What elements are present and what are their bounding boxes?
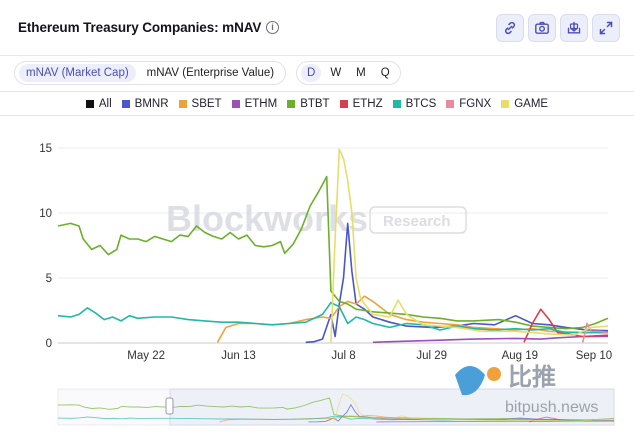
legend-label: ETHZ [352,97,383,110]
card-header: Ethereum Treasury Companies: mNAV i [0,0,634,56]
page-title: Ethereum Treasury Companies: mNAV [18,20,262,35]
legend-swatch [446,99,455,108]
bitpush-watermark: 比推 bitpush.news [455,363,598,416]
legend-item-all[interactable]: All [85,97,112,110]
series-line-game [330,148,609,343]
legend-item-btbt[interactable]: BTBT [287,97,330,110]
y-tick-label: 15 [39,143,52,155]
watermark-tag: Research [383,213,451,230]
camera-icon [535,21,549,34]
legend-item-game[interactable]: GAME [501,98,548,110]
legend-label: BTBT [300,97,330,110]
bitcoin-icon [487,367,501,381]
screenshot-button[interactable] [528,14,556,42]
series-line-bmnr [305,222,609,344]
link-button[interactable] [496,14,524,42]
y-tick-label: 5 [46,273,52,285]
period-toggle: D W M Q [296,61,401,85]
period-option-m[interactable]: M [356,67,366,79]
series-lines [57,148,609,344]
navigator-line-game [333,393,615,423]
legend-item-ethz[interactable]: ETHZ [339,97,383,110]
legend-label: FGNX [459,97,492,110]
legend-label: ETHM [244,97,278,110]
legend-swatch [178,99,187,108]
expand-button[interactable] [592,14,620,42]
x-tick-label: Jul 29 [416,350,447,362]
metric-option-enterprise-value[interactable]: mNAV (Enterprise Value) [146,67,275,79]
series-line-ethm [372,335,608,344]
bitpush-site-label: bitpush.news [505,399,598,416]
legend-swatch [339,99,348,108]
legend-swatch [231,99,240,108]
legend-item-fgnx[interactable]: FGNX [446,98,491,110]
x-tick-label: Jun 13 [221,350,256,362]
chart-legend: All BMNR SBET ETHM BTBT ETHZ BTCS FGNX GAME [0,92,634,116]
x-axis: May 22 Jun 13 Jul 8 Jul 29 Aug 19 Sep 10 [127,350,612,362]
y-tick-label: 0 [46,338,52,350]
x-tick-label: Aug 19 [502,350,538,362]
legend-item-sbet[interactable]: SBET [178,97,222,110]
navigator-left-handle [165,397,174,415]
watermark-brand: Blockworks [166,198,368,239]
range-navigator[interactable] [57,388,615,426]
period-option-w[interactable]: W [330,67,342,79]
series-line-btcs [57,301,608,334]
y-tick-label: 10 [39,208,52,220]
legend-label: GAME [514,97,549,110]
link-icon [505,21,515,35]
x-tick-label: Jul 8 [331,350,355,362]
period-option-d[interactable]: D [301,64,322,82]
bitpush-cn-label: 比推 [508,363,556,391]
navigator-line-ethz [528,416,615,423]
watermark: Blockworks Research [166,198,467,239]
y-axis: 0 5 10 15 [39,143,608,350]
download-button[interactable] [560,14,588,42]
bitpush-bird-body [455,366,485,396]
legend-item-ethm[interactable]: ETHM [231,97,278,110]
legend-swatch [392,99,401,108]
x-tick-label: May 22 [127,350,165,362]
metric-option-market-cap[interactable]: mNAV (Market Cap) [19,64,136,82]
series-line-ethz [523,308,609,343]
period-option-q[interactable]: Q [380,67,390,79]
legend-swatch [85,99,94,108]
legend-swatch [121,99,130,108]
chart-gridlines [58,147,608,344]
legend-label: BTCS [405,97,437,110]
legend-item-btcs[interactable]: BTCS [392,97,437,110]
legend-label: SBET [191,97,222,110]
expand-icon [599,21,613,35]
legend-item-bmnr[interactable]: BMNR [121,97,169,110]
watermark-tag-box [369,206,467,234]
navigator-line-btbt [57,397,615,421]
download-icon [567,21,581,34]
series-line-btbt [57,175,609,330]
legend-label: BMNR [134,97,169,110]
metric-toggle: mNAV (Market Cap) mNAV (Enterprise Value… [14,61,287,85]
legend-swatch [287,99,296,108]
legend-swatch [501,99,510,108]
chart-area: Blockworks Research 0 5 10 15 May 22 Jun 13 J… [39,143,615,426]
legend-label: All [98,97,112,110]
controls-bar: mNAV (Market Cap) mNAV (Enterprise Value… [0,56,634,92]
x-tick-label: Sep 10 [576,350,612,362]
info-icon[interactable]: i [266,21,279,34]
